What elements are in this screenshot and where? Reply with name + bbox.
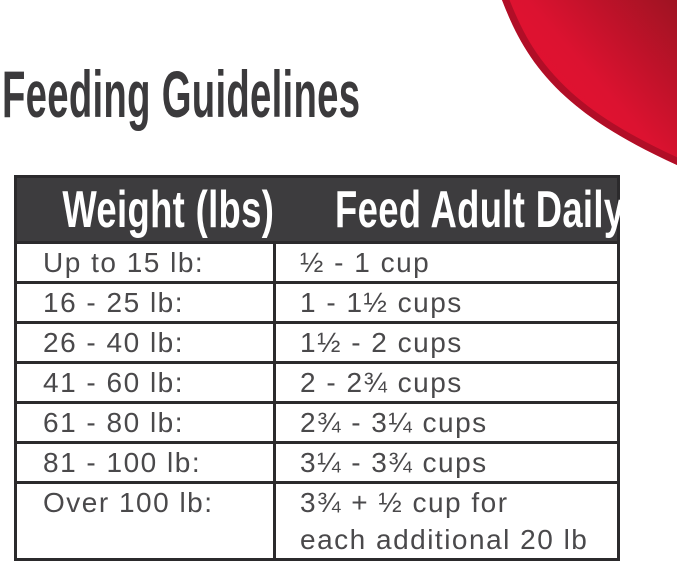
- weight-cell: 26 - 40 lb:: [17, 324, 276, 361]
- amount-cell: 1 - 1½ cups: [300, 287, 463, 318]
- amount-cell: 3¾ + ½ cup for each additional 20 lb: [300, 487, 589, 555]
- weight-cell: 81 - 100 lb:: [17, 444, 276, 481]
- amount-cell: 2 - 2¾ cups: [300, 367, 463, 398]
- weight-cell: Up to 15 lb:: [17, 244, 276, 281]
- weight-cell: 61 - 80 lb:: [17, 404, 276, 441]
- weight-cell: 41 - 60 lb:: [17, 364, 276, 401]
- table-row: Up to 15 lb: ½ - 1 cup: [17, 241, 617, 281]
- column-header-feed: Feed Adult Daily: [273, 180, 677, 240]
- red-ribbon-fill: [502, 0, 677, 165]
- table-row: 61 - 80 lb: 2¾ - 3¼ cups: [17, 401, 617, 441]
- column-header-weight: Weight (lbs): [17, 180, 273, 240]
- amount-cell: 2¾ - 3¼ cups: [300, 407, 488, 438]
- amount-cell: 3¼ - 3¾ cups: [300, 447, 488, 478]
- amount-cell: ½ - 1 cup: [300, 247, 431, 278]
- weight-cell: 16 - 25 lb:: [17, 284, 276, 321]
- table-row: 26 - 40 lb: 1½ - 2 cups: [17, 321, 617, 361]
- table-row: Over 100 lb: 3¾ + ½ cup for each additio…: [17, 481, 617, 558]
- feeding-guidelines-table: Weight (lbs) Feed Adult Daily Up to 15 l…: [14, 175, 624, 561]
- table-header-row: Weight (lbs) Feed Adult Daily: [17, 178, 624, 241]
- red-ribbon-edge-shade: [502, 0, 677, 165]
- table-row: 41 - 60 lb: 2 - 2¾ cups: [17, 361, 617, 401]
- weight-cell: Over 100 lb:: [17, 484, 276, 558]
- page-title: Feeding Guidelines: [2, 57, 361, 131]
- red-corner-ribbon: [502, 0, 677, 165]
- amount-cell: 1½ - 2 cups: [300, 327, 463, 358]
- column-header-feed-label: Feed Adult Daily: [335, 180, 625, 239]
- table-row: 16 - 25 lb: 1 - 1½ cups: [17, 281, 617, 321]
- column-header-weight-label: Weight (lbs): [62, 180, 275, 239]
- table-row: 81 - 100 lb: 3¼ - 3¾ cups: [17, 441, 617, 481]
